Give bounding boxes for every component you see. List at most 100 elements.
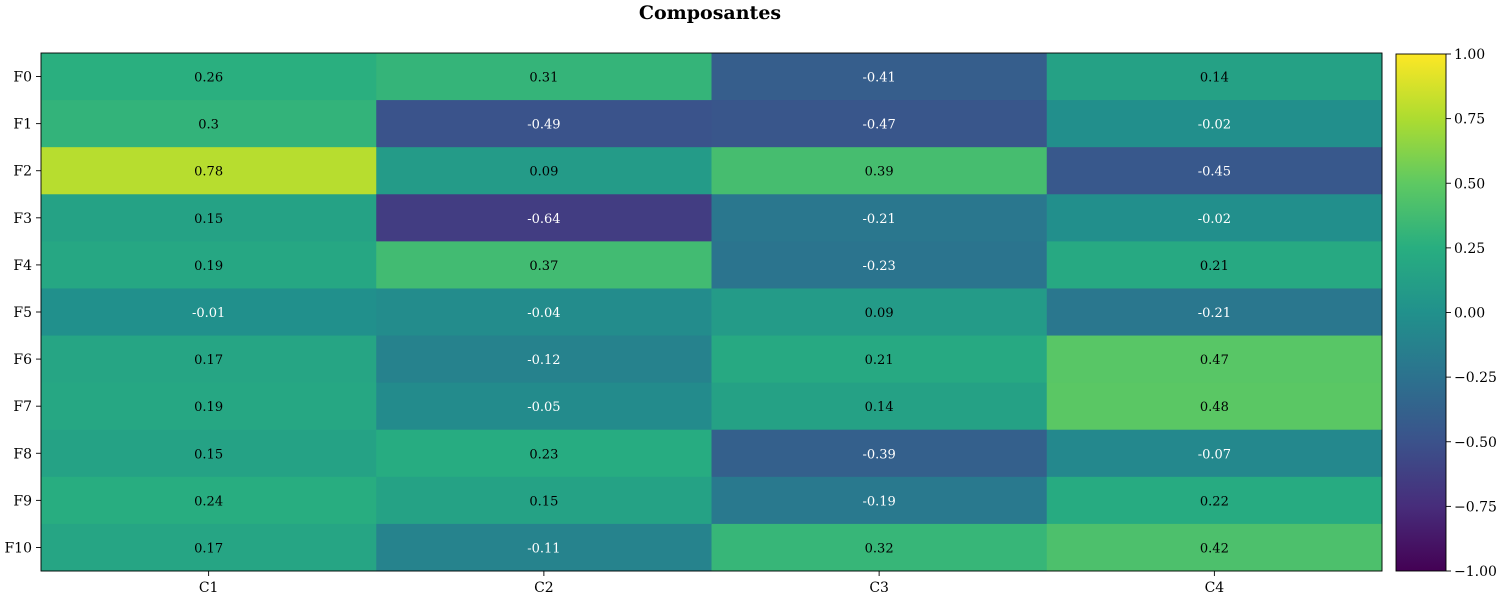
y-tick-label: F8 bbox=[13, 446, 32, 462]
plot-frame bbox=[40, 52, 1383, 572]
cell-value-label: 0.32 bbox=[865, 541, 894, 556]
x-axis: C1 C2 C3 C4 bbox=[199, 571, 1224, 596]
heatmap-cell bbox=[711, 429, 1048, 478]
heatmap-cell bbox=[376, 241, 712, 289]
x-tick-label: C4 bbox=[1205, 580, 1225, 596]
colorbar-tick-label: −0.50 bbox=[1454, 435, 1497, 451]
colorbar-tick-label: 0.75 bbox=[1454, 112, 1485, 128]
cell-value-label: -0.02 bbox=[1198, 212, 1231, 227]
heatmap-cell bbox=[711, 241, 1048, 289]
cell-value-label: -0.21 bbox=[862, 212, 895, 227]
heatmap-cell bbox=[1046, 288, 1383, 337]
heatmap-cell bbox=[376, 335, 712, 384]
cell-value-label: 0.17 bbox=[194, 353, 223, 368]
heatmap-cell bbox=[41, 523, 377, 572]
heatmap-cell bbox=[41, 429, 377, 478]
colorbar-gradient bbox=[1395, 53, 1447, 572]
x-tick-label: C3 bbox=[869, 580, 889, 596]
cell-value-label: 0.14 bbox=[1200, 71, 1229, 86]
cell-value-label: 0.21 bbox=[865, 353, 894, 368]
cell-value-label: 0.24 bbox=[194, 494, 223, 509]
colorbar-tick-label: 0.25 bbox=[1454, 241, 1485, 257]
cell-value-label: 0.17 bbox=[194, 541, 223, 556]
heatmap-cell bbox=[376, 523, 712, 572]
colorbar: 1.00 0.75 0.50 0.25 0.00 −0.25 −0.50 −0.75 −1.00 bbox=[1395, 47, 1497, 580]
cell-value-label: 0.31 bbox=[529, 71, 558, 86]
heatmap-cell bbox=[376, 53, 712, 101]
heatmap-cell bbox=[41, 194, 377, 242]
heatmap-cell bbox=[711, 288, 1048, 337]
heatmap-cell bbox=[41, 147, 377, 195]
cell-value-label: 0.09 bbox=[529, 165, 558, 180]
colorbar-ticks: 1.00 0.75 0.50 0.25 0.00 −0.25 −0.50 −0.75 −1.00 bbox=[1446, 47, 1497, 580]
heatmap-cell bbox=[376, 194, 712, 242]
y-tick-label: F6 bbox=[13, 352, 32, 368]
heatmap-cell bbox=[1046, 194, 1383, 242]
cell-value-label: -0.45 bbox=[1198, 165, 1231, 180]
cell-value-label: 0.19 bbox=[194, 259, 223, 274]
heatmap-cell bbox=[41, 476, 377, 525]
cell-value-label: 0.15 bbox=[529, 494, 558, 509]
cell-value-label: -0.11 bbox=[527, 541, 560, 556]
heatmap-cell bbox=[711, 335, 1048, 384]
heatmap-cell bbox=[1046, 335, 1383, 384]
heatmap-cell bbox=[41, 53, 377, 101]
cell-value-label: 0.14 bbox=[865, 400, 894, 415]
cell-value-label: 0.22 bbox=[1200, 494, 1229, 509]
heatmap-cell bbox=[376, 100, 712, 148]
colorbar-tick-label: −1.00 bbox=[1454, 564, 1497, 580]
heatmap-cell bbox=[41, 288, 377, 337]
cell-value-label: 0.21 bbox=[1200, 259, 1229, 274]
cell-value-label: 0.15 bbox=[194, 212, 223, 227]
heatmap-cell bbox=[1046, 100, 1383, 148]
colorbar-tick-label: −0.25 bbox=[1454, 370, 1497, 386]
heatmap-cell bbox=[41, 100, 377, 148]
y-tick-label: F5 bbox=[13, 305, 32, 321]
heatmap-cell bbox=[1046, 241, 1383, 289]
colorbar-tick-label: −0.75 bbox=[1454, 499, 1497, 515]
heatmap-cell bbox=[41, 241, 377, 289]
cell-value-label: -0.39 bbox=[862, 447, 895, 462]
x-tick-label: C1 bbox=[199, 580, 219, 596]
heatmap-cell bbox=[711, 53, 1048, 101]
cell-value-label: 0.39 bbox=[865, 165, 894, 180]
cell-value-label: 0.3 bbox=[198, 118, 219, 133]
heatmap-cells bbox=[41, 53, 1383, 572]
heatmap-cell bbox=[376, 429, 712, 478]
heatmap-cell-labels: 0.26 0.31 -0.41 0.14 0.3 -0.49 -0.47 -0.02 0.78 0… bbox=[192, 71, 1231, 557]
cell-value-label: -0.49 bbox=[527, 118, 560, 133]
heatmap-cell bbox=[711, 382, 1048, 431]
colorbar-tick-label: 0.50 bbox=[1454, 176, 1485, 192]
heatmap-cell bbox=[1046, 147, 1383, 195]
heatmap-cell bbox=[1046, 523, 1383, 572]
cell-value-label: -0.04 bbox=[527, 306, 560, 321]
chart-title: Composantes bbox=[639, 2, 781, 24]
y-tick-label: F2 bbox=[13, 164, 32, 180]
cell-value-label: -0.64 bbox=[527, 212, 560, 227]
heatmap-cell bbox=[376, 147, 712, 195]
cell-value-label: 0.42 bbox=[1200, 541, 1229, 556]
cell-value-label: 0.37 bbox=[529, 259, 558, 274]
y-tick-label: F9 bbox=[13, 493, 32, 509]
cell-value-label: 0.15 bbox=[194, 447, 223, 462]
cell-value-label: 0.23 bbox=[529, 447, 558, 462]
colorbar-tick-label: 0.00 bbox=[1454, 306, 1485, 322]
cell-value-label: -0.12 bbox=[527, 353, 560, 368]
heatmap-cell bbox=[1046, 476, 1383, 525]
cell-value-label: -0.19 bbox=[862, 494, 895, 509]
y-tick-label: F1 bbox=[13, 117, 32, 133]
heatmap-cell bbox=[711, 100, 1048, 148]
y-tick-label: F3 bbox=[13, 211, 32, 227]
y-tick-label: F0 bbox=[13, 70, 32, 86]
heatmap-cell bbox=[711, 194, 1048, 242]
heatmap-cell bbox=[1046, 53, 1383, 101]
heatmap-cell bbox=[711, 476, 1048, 525]
heatmap-cell bbox=[711, 523, 1048, 572]
cell-value-label: -0.01 bbox=[192, 306, 225, 321]
heatmap-cell bbox=[1046, 382, 1383, 431]
heatmap-cell bbox=[41, 382, 377, 431]
cell-value-label: 0.47 bbox=[1200, 353, 1229, 368]
heatmap-cell bbox=[376, 476, 712, 525]
x-tick-label: C2 bbox=[534, 580, 554, 596]
